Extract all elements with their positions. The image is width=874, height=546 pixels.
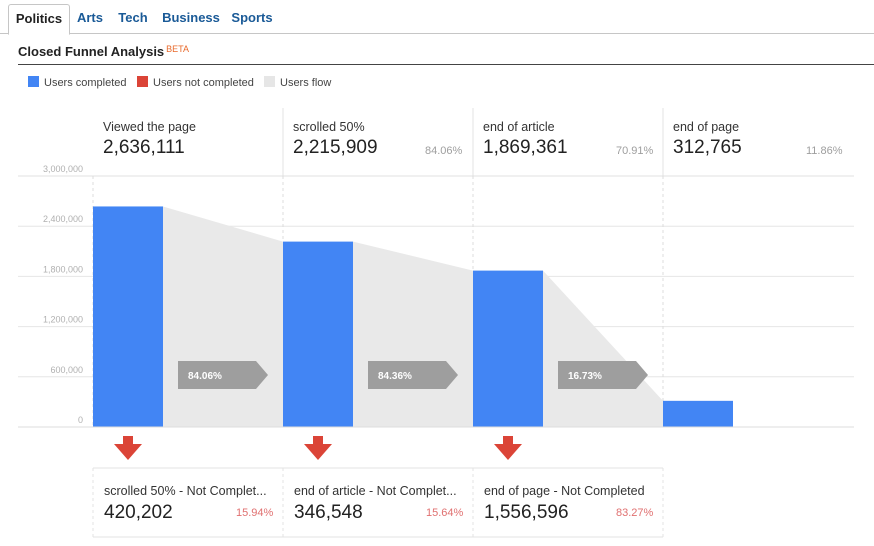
funnel-chart: 0 600,000 1,200,000 1,800,000 2,400,000 3,000…: [18, 108, 854, 538]
users-flow-area: [163, 206, 283, 427]
stage-name: end of page: [673, 120, 740, 134]
dropoff-name: end of article - Not Complet...: [294, 484, 457, 498]
beta-badge: BETA: [166, 44, 190, 54]
dropoff-name: end of page - Not Completed: [484, 484, 645, 498]
legend-swatch-not-completed: [137, 76, 148, 87]
users-flow-area: [353, 241, 473, 427]
dropoff-value: 420,202: [104, 502, 173, 523]
dropoff-scrolled: scrolled 50% - Not Complet... 420,202: [104, 484, 276, 524]
dropoff-percent: 15.94%: [236, 507, 274, 519]
tab-arts[interactable]: Arts: [76, 10, 103, 25]
stage-name: scrolled 50%: [293, 120, 365, 134]
y-tick-label: 3,000,000: [43, 164, 83, 174]
stage-percent: 70.91%: [616, 145, 654, 157]
dropoff-percent: 15.64%: [426, 507, 464, 519]
stage-name: Viewed the page: [103, 120, 196, 134]
flow-rate-label: 84.06%: [188, 371, 222, 382]
legend-swatch-flow: [264, 76, 275, 87]
users-flow-area: [543, 270, 663, 427]
legend-swatch-completed: [28, 76, 39, 87]
tab-sports[interactable]: Sports: [231, 10, 273, 25]
bar-users-completed: [283, 241, 353, 427]
y-tick-label: 1,200,000: [43, 315, 83, 325]
dropoff-end-of-article: end of article - Not Complet... 346,548: [294, 484, 466, 524]
dropoff-arrow-icon: [114, 436, 142, 460]
dropoff-arrow-icon: [494, 436, 522, 460]
dropoff-value: 346,548: [294, 502, 363, 523]
flow-arrow-icon: [368, 361, 458, 389]
stage-value: 2,636,111: [103, 137, 185, 158]
legend-users-completed[interactable]: Users completed: [28, 76, 127, 90]
stage-percent: 84.06%: [425, 145, 463, 157]
tab-politics[interactable]: Politics: [8, 4, 70, 35]
report-title-text: Closed Funnel Analysis: [18, 44, 165, 59]
bar-users-completed: [473, 270, 543, 427]
stage-value: 1,869,361: [483, 137, 568, 158]
tab-tech[interactable]: Tech: [118, 10, 148, 25]
y-tick-label: 2,400,000: [43, 214, 83, 224]
title-divider: [18, 64, 874, 65]
stage-name: end of article: [483, 120, 555, 134]
dropoff-end-of-page: end of page - Not Completed 1,556,596: [484, 484, 656, 524]
y-tick-label: 1,800,000: [43, 264, 83, 274]
dropoff-value: 1,556,596: [484, 502, 569, 523]
bar-users-completed: [663, 400, 733, 427]
dropoff-arrow-icon: [304, 436, 332, 460]
flow-rate-label: 84.36%: [378, 371, 412, 382]
stage-percent: 11.86%: [806, 145, 843, 157]
flow-rate-label: 16.73%: [568, 371, 602, 382]
stage-header-end-of-page: end of page 312,765: [673, 120, 843, 159]
report-tabs: Politics Arts Tech Business Sports: [0, 0, 874, 35]
stage-header-viewed: Viewed the page 2,636,111: [103, 120, 273, 159]
tab-business[interactable]: Business: [162, 10, 220, 25]
y-tick-label: 0: [78, 415, 83, 425]
dropoff-percent: 83.27%: [616, 507, 654, 519]
stage-header-end-of-article: end of article 1,869,361: [483, 120, 653, 159]
stage-value: 2,215,909: [293, 137, 378, 158]
legend-label: Users not completed: [153, 77, 254, 89]
bar-users-completed: [93, 206, 163, 427]
stage-value: 312,765: [673, 137, 742, 158]
flow-arrow-icon: [558, 361, 648, 389]
stage-header-scrolled: scrolled 50% 2,215,909: [293, 120, 463, 159]
dropoff-name: scrolled 50% - Not Complet...: [104, 484, 267, 498]
legend-label: Users completed: [44, 77, 127, 89]
legend-users-not-completed[interactable]: Users not completed: [137, 76, 254, 90]
report-title: Closed Funnel Analysis BETA: [18, 44, 189, 59]
legend-label: Users flow: [280, 77, 332, 89]
y-tick-label: 600,000: [50, 365, 83, 375]
legend-users-flow[interactable]: Users flow: [264, 76, 331, 90]
flow-arrow-icon: [178, 361, 268, 389]
